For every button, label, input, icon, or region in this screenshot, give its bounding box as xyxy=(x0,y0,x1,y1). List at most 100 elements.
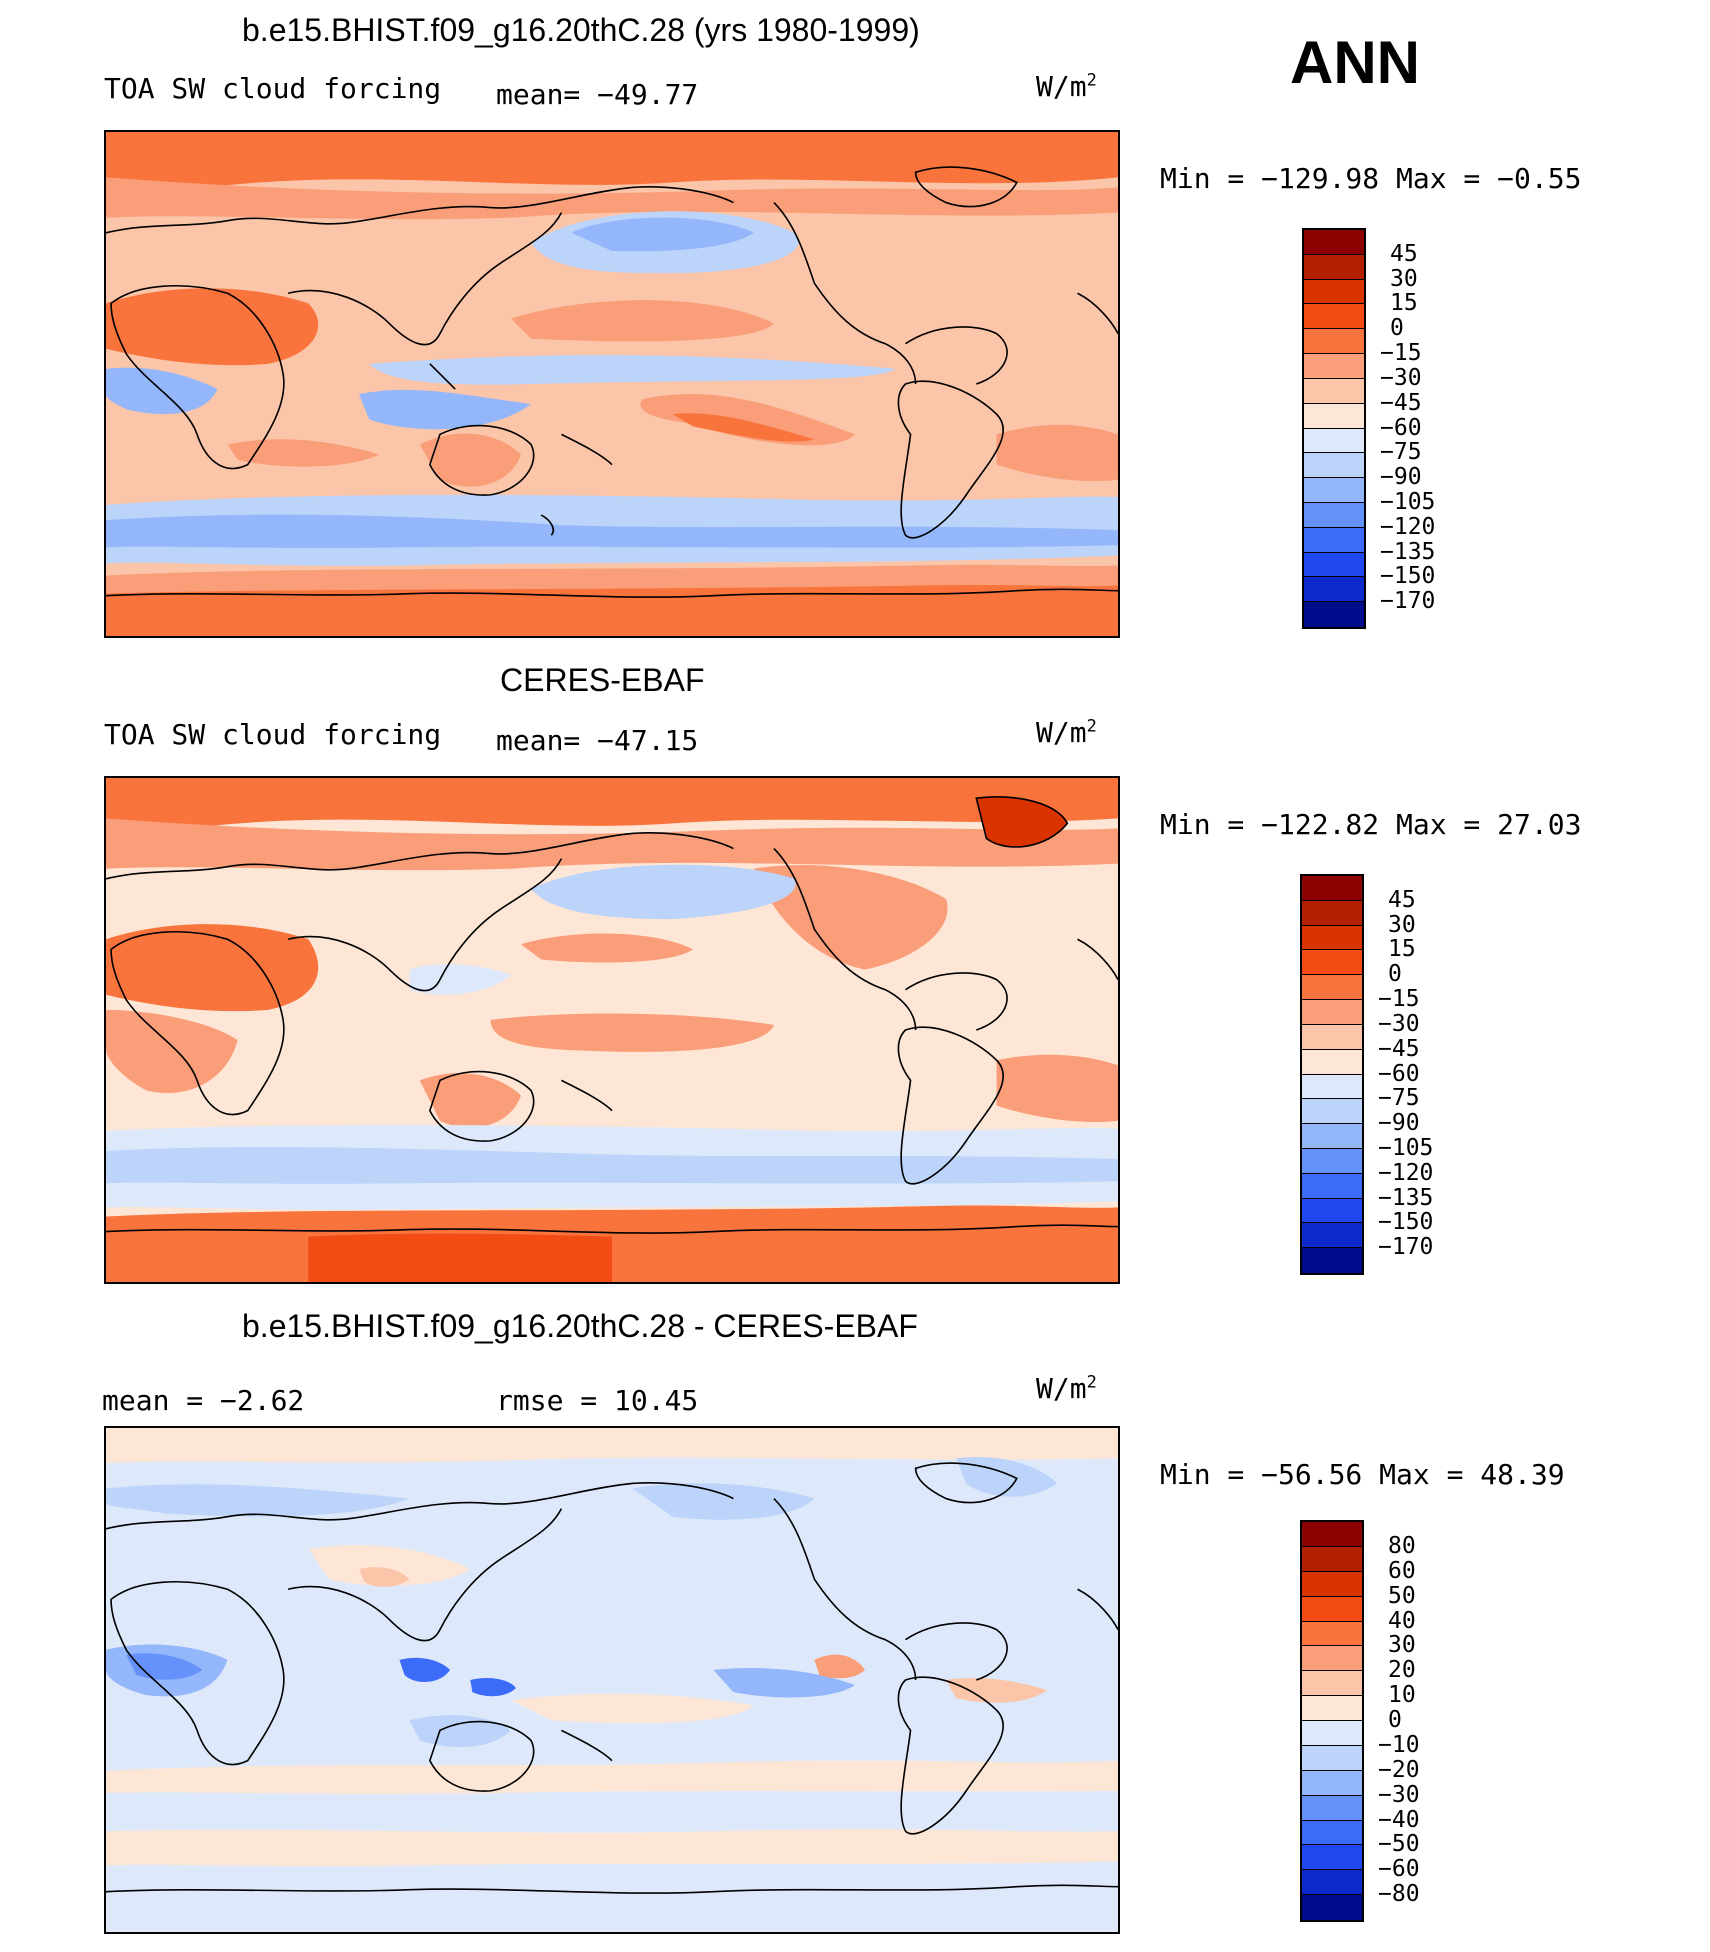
colorbar-tick-label: 15 xyxy=(1388,936,1416,963)
colorbar-segment xyxy=(1304,577,1364,603)
colorbar-segment xyxy=(1302,925,1362,951)
variable-label: TOA SW cloud forcing xyxy=(104,718,442,751)
colorbar-segment xyxy=(1304,230,1364,255)
units-label: W/m2 xyxy=(1036,1372,1097,1405)
colorbar-segment xyxy=(1302,1124,1362,1149)
colorbar-tick-label: 0 xyxy=(1388,961,1402,988)
map-field-model xyxy=(106,132,1118,636)
colorbar-tick-label: −90 xyxy=(1378,1110,1420,1137)
map-diff xyxy=(104,1426,1120,1934)
colorbar-tick-label: −170 xyxy=(1380,588,1436,615)
colorbar-tick-label: −105 xyxy=(1378,1134,1434,1161)
colorbar-segment xyxy=(1302,1671,1362,1697)
colorbar-segment xyxy=(1302,975,1362,1001)
colorbar-tick-label: 20 xyxy=(1388,1657,1416,1684)
colorbar-tick-label: −15 xyxy=(1380,340,1422,367)
colorbar-segment xyxy=(1302,1248,1362,1273)
colorbar-segment xyxy=(1302,900,1362,926)
variable-label: TOA SW cloud forcing xyxy=(104,72,442,105)
colorbar-tick-label: −30 xyxy=(1378,1781,1420,1808)
colorbar-tick-label: −45 xyxy=(1378,1035,1420,1062)
colorbar-obs xyxy=(1300,874,1364,1275)
minmax-label: Min = −122.82 Max = 27.03 xyxy=(1160,808,1582,841)
colorbar-segment xyxy=(1304,428,1364,454)
colorbar-tick-label: −80 xyxy=(1378,1881,1420,1908)
colorbar-segment xyxy=(1304,502,1364,528)
colorbar-model xyxy=(1302,228,1366,629)
mean-label: mean = −2.62 xyxy=(102,1384,305,1417)
colorbar-segment xyxy=(1302,1820,1362,1846)
mean-label: mean= −47.15 xyxy=(496,724,699,757)
units-label: W/m2 xyxy=(1036,70,1097,103)
colorbar-segment xyxy=(1302,1721,1362,1746)
colorbar-tick-label: −75 xyxy=(1378,1085,1420,1112)
colorbar-segment xyxy=(1304,354,1364,379)
colorbar-segment xyxy=(1304,453,1364,479)
colorbar-tick-label: −60 xyxy=(1380,414,1422,441)
colorbar-tick-label: 10 xyxy=(1388,1682,1416,1709)
colorbar-segment xyxy=(1302,1173,1362,1199)
colorbar-segment xyxy=(1302,1596,1362,1622)
colorbar-tick-label: −40 xyxy=(1378,1806,1420,1833)
colorbar-segment xyxy=(1302,1696,1362,1721)
colorbar-segment xyxy=(1302,1049,1362,1075)
colorbar-segment xyxy=(1302,1522,1362,1547)
minmax-label: Min = −56.56 Max = 48.39 xyxy=(1160,1458,1565,1491)
colorbar-tick-label: −150 xyxy=(1380,563,1436,590)
map-field-obs xyxy=(106,778,1118,1282)
colorbar-segment xyxy=(1302,1148,1362,1174)
colorbar-tick-label: −50 xyxy=(1378,1831,1420,1858)
colorbar-tick-label: 60 xyxy=(1388,1557,1416,1584)
minmax-label: Min = −129.98 Max = −0.55 xyxy=(1160,162,1582,195)
colorbar-segment xyxy=(1302,1646,1362,1672)
colorbar-tick-label: −30 xyxy=(1378,1010,1420,1037)
colorbar-tick-label: −135 xyxy=(1380,538,1436,565)
colorbar-segment xyxy=(1302,1099,1362,1125)
colorbar-segment xyxy=(1304,527,1364,553)
colorbar-segment xyxy=(1302,1895,1362,1920)
colorbar-segment xyxy=(1302,1546,1362,1572)
colorbar-segment xyxy=(1302,1745,1362,1771)
colorbar-diff xyxy=(1300,1520,1364,1922)
colorbar-tick-label: −90 xyxy=(1380,464,1422,491)
units-label: W/m2 xyxy=(1036,716,1097,749)
season-label: ANN xyxy=(1290,29,1420,96)
panel-title: CERES-EBAF xyxy=(500,662,705,698)
colorbar-tick-label: −170 xyxy=(1378,1234,1434,1261)
panel-title: b.e15.BHIST.f09_g16.20thC.28 (yrs 1980-1… xyxy=(242,12,920,48)
colorbar-tick-label: −20 xyxy=(1378,1756,1420,1783)
colorbar-tick-label: 30 xyxy=(1388,1632,1416,1659)
colorbar-segment xyxy=(1304,552,1364,578)
colorbar-tick-label: −10 xyxy=(1378,1731,1420,1758)
map-model xyxy=(104,130,1120,638)
colorbar-tick-label: 0 xyxy=(1388,1707,1402,1733)
map-obs xyxy=(104,776,1120,1284)
colorbar-tick-label: −15 xyxy=(1378,986,1420,1013)
colorbar-tick-label: 45 xyxy=(1388,886,1416,913)
colorbar-tick-label: −30 xyxy=(1380,364,1422,391)
colorbar-segment xyxy=(1304,478,1364,503)
colorbar-tick-label: 30 xyxy=(1388,911,1416,938)
rmse-label: rmse = 10.45 xyxy=(496,1384,699,1417)
colorbar-tick-label: −60 xyxy=(1378,1856,1420,1883)
colorbar-segment xyxy=(1302,1198,1362,1224)
colorbar-segment xyxy=(1304,602,1364,627)
colorbar-segment xyxy=(1302,1571,1362,1597)
colorbar-tick-label: −120 xyxy=(1378,1159,1434,1186)
colorbar-tick-label: −60 xyxy=(1378,1060,1420,1087)
colorbar-tick-label: −45 xyxy=(1380,389,1422,416)
colorbar-tick-label: −150 xyxy=(1378,1209,1434,1236)
colorbar-segment xyxy=(1302,1795,1362,1821)
colorbar-segment xyxy=(1304,403,1364,429)
colorbar-segment xyxy=(1302,1000,1362,1025)
colorbar-segment xyxy=(1304,329,1364,355)
colorbar-segment xyxy=(1302,1770,1362,1796)
mean-label: mean= −49.77 xyxy=(496,78,699,111)
colorbar-tick-label: −75 xyxy=(1380,439,1422,466)
colorbar-segment xyxy=(1304,304,1364,330)
colorbar-segment xyxy=(1302,1621,1362,1647)
panel-title: b.e15.BHIST.f09_g16.20thC.28 - CERES-EBA… xyxy=(242,1308,918,1344)
colorbar-tick-label: 40 xyxy=(1388,1607,1416,1634)
colorbar-tick-label: −135 xyxy=(1378,1184,1434,1211)
colorbar-segment xyxy=(1304,279,1364,305)
